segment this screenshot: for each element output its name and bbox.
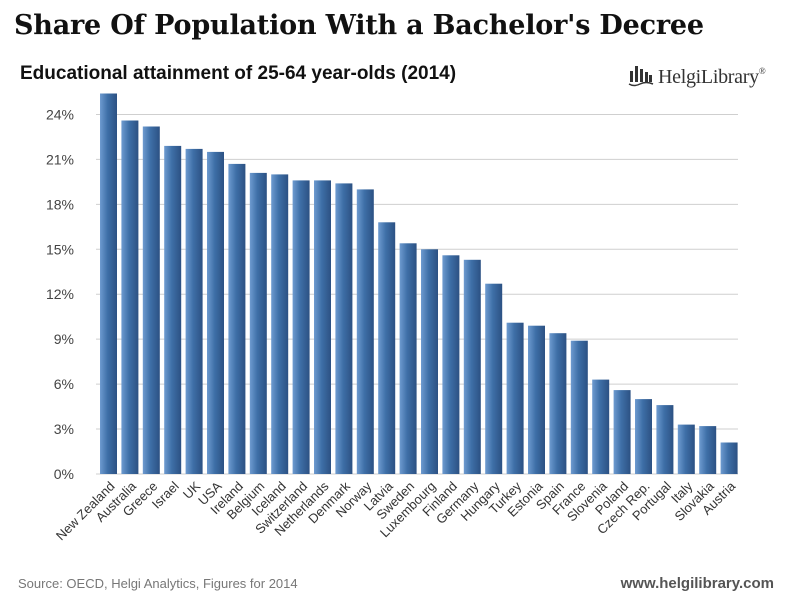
bar-germany [463, 259, 481, 474]
bar-australia [121, 120, 139, 474]
y-tick-label: 0% [54, 466, 74, 482]
y-tick-label: 6% [54, 376, 74, 392]
bar-turkey [506, 322, 524, 474]
bar-estonia [528, 325, 545, 474]
bar-finland [442, 255, 460, 474]
bar-austria [720, 442, 738, 474]
bar-latvia [378, 222, 396, 474]
bar-new-zealand [100, 93, 117, 474]
helgi-library-logo[interactable]: HelgiLibrary® [628, 62, 766, 93]
y-tick-label: 21% [46, 151, 74, 167]
bar-poland [613, 390, 631, 474]
y-tick-label: 24% [46, 106, 74, 122]
bar-czech-rep [635, 399, 652, 474]
bar-sweden [399, 243, 417, 474]
x-axis: New ZealandAustraliaGreeceIsraelUKUSAIre… [53, 478, 739, 543]
bar-france [570, 340, 588, 474]
bar-iceland [271, 174, 289, 474]
bar-belgium [249, 172, 267, 474]
y-tick-label: 15% [46, 241, 74, 257]
bar-denmark [335, 183, 353, 474]
bar-italy [677, 424, 695, 474]
source-note: Source: OECD, Helgi Analytics, Figures f… [18, 576, 298, 591]
chart-title: Share Of Population With a Bachelor's De… [14, 10, 704, 41]
y-tick-label: 12% [46, 286, 74, 302]
bar-slovakia [699, 426, 717, 474]
bar-netherlands [314, 180, 331, 474]
bar-greece [142, 126, 160, 474]
bar-switzerland [292, 180, 310, 474]
bar-israel [164, 145, 182, 474]
bars [100, 93, 738, 474]
y-tick-label: 18% [46, 196, 74, 212]
chart-subtitle: Educational attainment of 25-64 year-old… [20, 63, 457, 84]
bar-usa [207, 151, 224, 474]
bar-spain [549, 333, 567, 474]
bar-ireland [228, 163, 246, 474]
bar-hungary [485, 283, 503, 474]
y-axis: 0% 3% 6% 9% 12% 15% 18% 21% 24% [46, 106, 74, 482]
bar-portugal [656, 405, 674, 474]
bar-uk [185, 148, 203, 474]
website-link[interactable]: www.helgilibrary.com [620, 575, 774, 592]
bar-luxembourg [421, 249, 438, 474]
logo-text: HelgiLibrary® [658, 66, 766, 88]
gridlines [96, 113, 738, 475]
y-tick-label: 3% [54, 421, 74, 437]
bar-columns-logo-icon [628, 62, 654, 93]
bar-slovenia [592, 379, 610, 474]
y-tick-label: 9% [54, 331, 74, 347]
bar-norway [356, 189, 374, 474]
